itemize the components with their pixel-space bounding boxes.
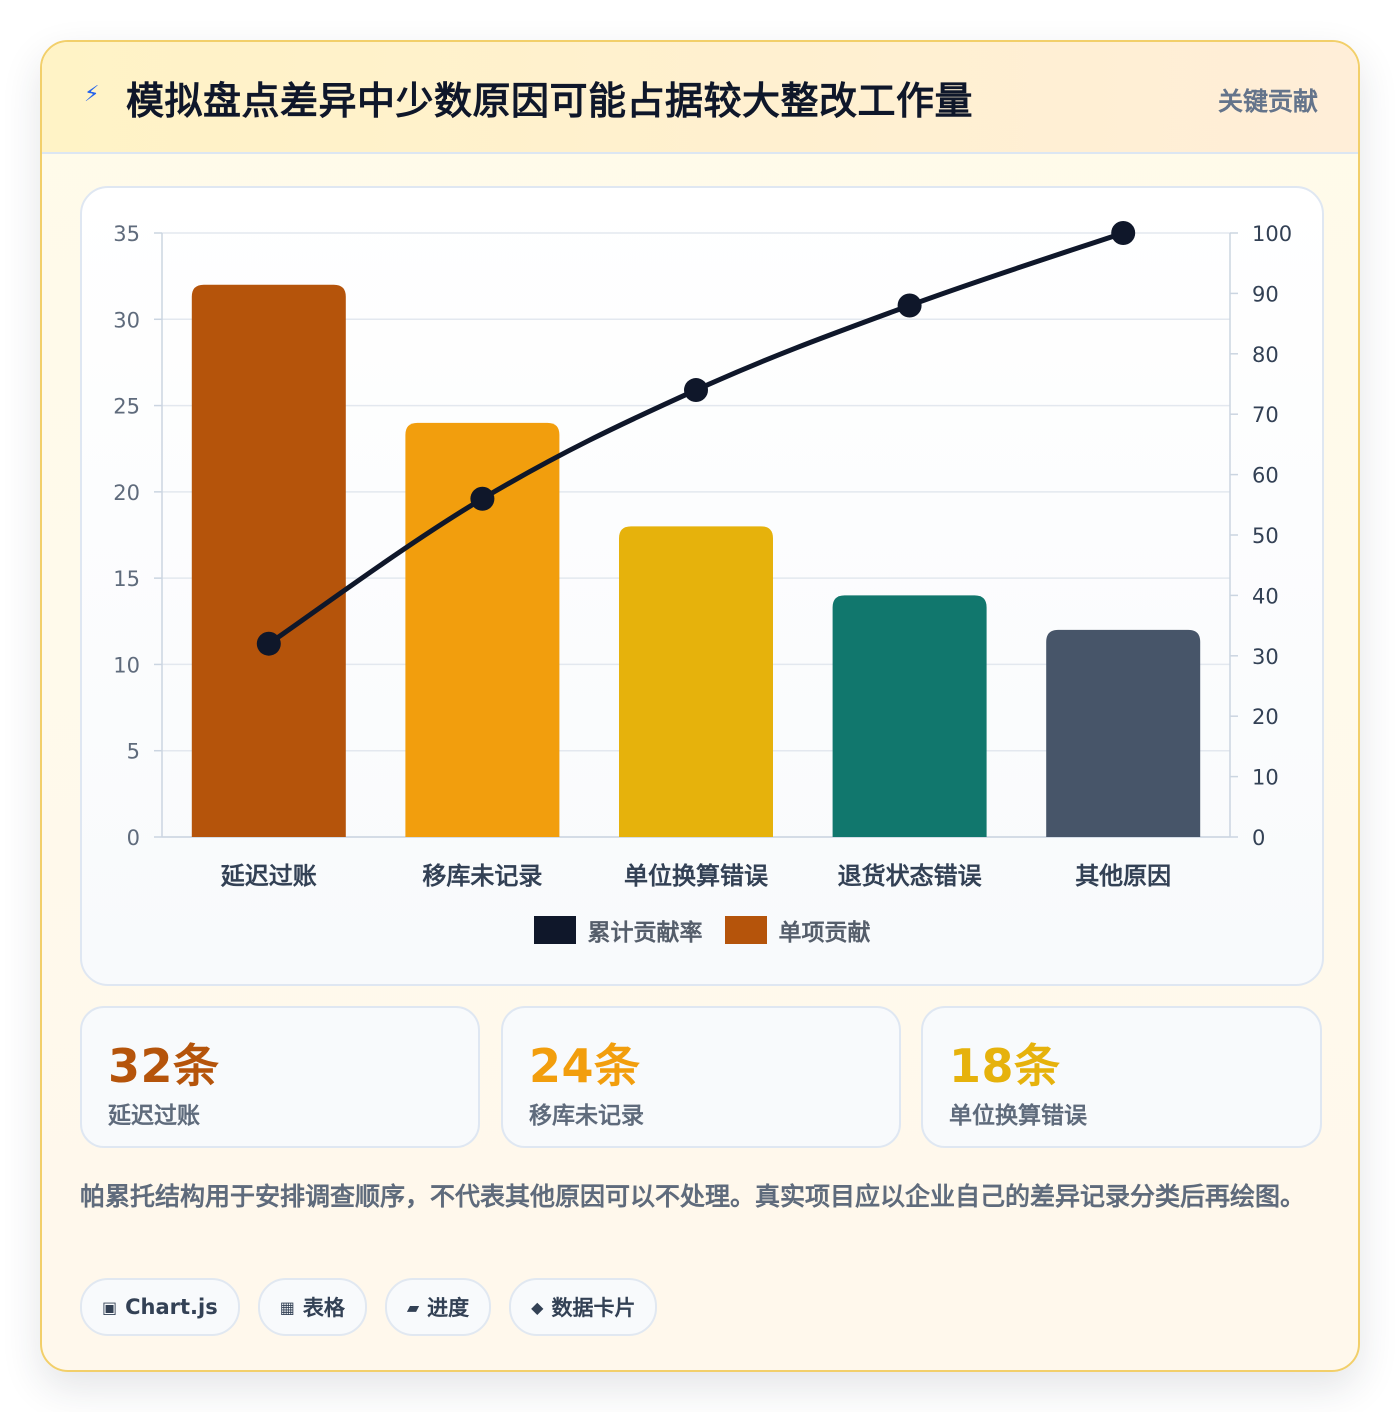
y-left-tick-label: 35 — [113, 222, 140, 246]
stat-label: 移库未记录 — [529, 1103, 644, 1129]
report-card: ⚡ 模拟盘点差异中少数原因可能占据较大整改工作量 关键贡献 0 5 10 15 20 25… — [40, 40, 1360, 1372]
bar-2 — [619, 526, 773, 837]
pareto-chart: 0 5 10 15 20 25 30 35 0 10 20 30 40 50 60 70 80 90 100 延迟过账… — [113, 221, 1292, 890]
stat-value: 32条 — [108, 1039, 220, 1093]
tag-chartjs[interactable]: ▣ Chart.js — [80, 1278, 240, 1336]
y-right-tick-label: 0 — [1252, 826, 1265, 850]
tag-label: Chart.js — [125, 1295, 218, 1319]
pareto-chart-panel: 0 5 10 15 20 25 30 35 0 10 20 30 40 50 60 70 80 90 100 延迟过账… — [80, 186, 1324, 986]
bar-3 — [832, 595, 987, 837]
y-left-tick-label: 30 — [113, 308, 140, 332]
y-right-tick-label: 80 — [1252, 343, 1279, 367]
x-tick-label: 退货状态错误 — [838, 862, 983, 890]
x-tick-label: 其他原因 — [1075, 862, 1171, 890]
y-left-tick-label: 25 — [113, 395, 140, 419]
cumulative-point-0 — [256, 631, 281, 656]
legend-swatch-cumulative — [533, 916, 576, 944]
diamond-icon: ◆ — [531, 1297, 544, 1317]
legend-swatch-single — [724, 916, 767, 944]
bar-1 — [405, 422, 560, 837]
tag-data-card[interactable]: ◆ 数据卡片 — [509, 1278, 658, 1336]
legend-label-single: 单项贡献 — [778, 920, 871, 946]
x-tick-label: 延迟过账 — [220, 862, 317, 890]
y-right-tick-label: 90 — [1252, 282, 1279, 306]
tag-label: 进度 — [427, 1296, 470, 1320]
tag-table[interactable]: ▦ 表格 — [257, 1278, 367, 1336]
y-left-tick-label: 5 — [127, 740, 140, 764]
key-contribution-badge: 关键贡献 — [1217, 87, 1318, 116]
stat-card-delayed-posting: 32条 延迟过账 — [80, 1006, 480, 1148]
chart-legend: 累计贡献率 单项贡献 — [82, 910, 1322, 950]
bar-0 — [191, 284, 346, 837]
stat-value: 18条 — [949, 1039, 1061, 1093]
legend-item-cumulative[interactable]: 累计贡献率 — [533, 913, 703, 947]
y-left-tick-label: 15 — [113, 567, 140, 591]
y-right-tick-label: 30 — [1252, 645, 1279, 669]
bar-4 — [1046, 629, 1201, 837]
tag-label: 表格 — [302, 1296, 345, 1320]
cumulative-point-4 — [1111, 221, 1136, 245]
y-left-tick-label: 20 — [113, 481, 140, 505]
stat-value: 24条 — [529, 1039, 641, 1093]
legend-label-cumulative: 累计贡献率 — [587, 920, 703, 946]
stat-label: 延迟过账 — [108, 1103, 200, 1129]
y-right-tick-label: 40 — [1252, 584, 1279, 608]
card-header: ⚡ 模拟盘点差异中少数原因可能占据较大整改工作量 关键贡献 — [42, 42, 1358, 154]
cumulative-point-2 — [684, 378, 708, 403]
x-tick-label: 单位换算错误 — [624, 862, 769, 890]
table-icon: ▦ — [279, 1297, 295, 1317]
cumulative-point-1 — [470, 486, 495, 511]
cumulative-point-3 — [897, 293, 922, 318]
stat-card-transfer-unrecorded: 24条 移库未记录 — [501, 1006, 901, 1148]
y-right-tick-label: 10 — [1252, 766, 1279, 790]
y-right-tick-label: 20 — [1252, 705, 1279, 729]
stat-card-unit-conversion: 18条 单位换算错误 — [921, 1006, 1322, 1148]
legend-item-single[interactable]: 单项贡献 — [724, 913, 871, 947]
tag-list: ▣ Chart.js ▦ 表格 ▰ 进度 ◆ 数据卡片 — [80, 1278, 658, 1336]
footnote-text: 帕累托结构用于安排调查顺序，不代表其他原因可以不处理。真实项目应以企业自己的差异… — [80, 1182, 1306, 1211]
stat-label: 单位换算错误 — [949, 1103, 1087, 1129]
page-title: 模拟盘点差异中少数原因可能占据较大整改工作量 — [126, 79, 974, 123]
lightning-icon: ⚡ — [84, 82, 100, 107]
y-right-tick-label: 50 — [1252, 524, 1279, 548]
progress-icon: ▰ — [406, 1297, 420, 1317]
tag-progress[interactable]: ▰ 进度 — [384, 1278, 492, 1336]
y-right-tick-label: 60 — [1252, 464, 1279, 488]
x-tick-label: 移库未记录 — [422, 862, 542, 890]
y-right-tick-label: 100 — [1252, 222, 1292, 246]
y-right-tick-label: 70 — [1252, 403, 1279, 427]
chart-icon: ▣ — [102, 1297, 118, 1317]
y-left-tick-label: 10 — [113, 653, 140, 677]
tag-label: 数据卡片 — [551, 1296, 636, 1320]
y-left-tick-label: 0 — [127, 826, 140, 850]
